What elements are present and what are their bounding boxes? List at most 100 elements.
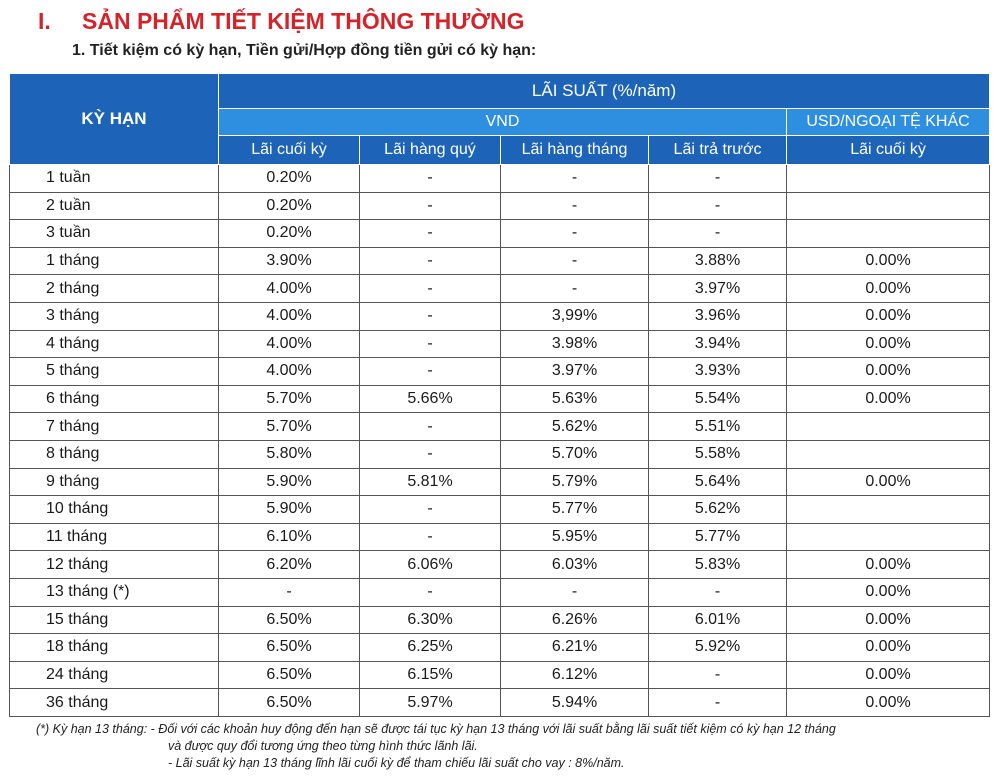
vnd-quarterly-cell: 5.66%: [359, 384, 501, 414]
vnd-quarterly-cell: -: [359, 191, 501, 221]
usd-end-cell: 0.00%: [785, 467, 991, 497]
table-row: 9 tháng 5.90% 5.81% 5.79% 5.64% 0.00%: [9, 467, 991, 497]
vnd-prepaid-cell: 5.64%: [648, 467, 787, 497]
subsection-title: 1. Tiết kiệm có kỳ hạn, Tiền gửi/Hợp đồn…: [72, 42, 537, 59]
vnd-quarterly-cell: -: [359, 219, 501, 248]
table-row: 7 tháng 5.70% -5.62% 5.51%: [9, 412, 991, 441]
vnd-end-cell: 5.90%: [218, 495, 360, 524]
col-header-vnd-end: Lãi cuối kỳ: [218, 135, 360, 165]
vnd-end-cell: 0.20%: [218, 219, 360, 248]
vnd-prepaid-cell: -: [648, 577, 787, 607]
table-row: 15 tháng 6.50% 6.30% 6.26% 6.01% 0.00%: [9, 605, 991, 635]
usd-end-cell: [785, 439, 991, 469]
vnd-monthly-cell: -: [500, 246, 649, 276]
vnd-end-cell: 4.00%: [218, 274, 360, 303]
term-cell: 3 tuần: [9, 219, 219, 248]
vnd-quarterly-cell: -: [359, 357, 501, 386]
vnd-end-cell: 6.50%: [218, 688, 360, 717]
vnd-quarterly-cell: -: [359, 274, 501, 303]
vnd-end-cell: 6.50%: [218, 660, 360, 690]
vnd-quarterly-cell: -: [359, 301, 501, 331]
col-header-vnd-monthly: Lãi hàng tháng: [500, 135, 649, 165]
vnd-end-cell: -: [218, 577, 360, 607]
term-cell: 1 tháng: [9, 246, 219, 276]
table-row: 1 tuần 0.20% - - -: [9, 164, 991, 193]
col-header-usd-end: Lãi cuối kỳ: [785, 135, 991, 165]
vnd-monthly-cell: -: [500, 577, 649, 607]
vnd-monthly-cell: 3,99%: [500, 301, 649, 331]
vnd-end-cell: 4.00%: [218, 357, 360, 386]
table-row: 2 tháng 4.00% - -3.97% 0.00%: [9, 274, 991, 303]
vnd-quarterly-cell: 6.30%: [359, 605, 501, 635]
term-cell: 4 tháng: [9, 329, 219, 359]
vnd-end-cell: 0.20%: [218, 191, 360, 221]
vnd-quarterly-cell: 6.25%: [359, 633, 501, 662]
table-row: 6 tháng 5.70% 5.66% 5.63% 5.54% 0.00%: [9, 384, 991, 414]
vnd-quarterly-cell: -: [359, 577, 501, 607]
vnd-monthly-cell: 6.03%: [500, 550, 649, 579]
vnd-monthly-cell: 5.70%: [500, 439, 649, 469]
vnd-prepaid-cell: 5.92%: [648, 633, 787, 662]
vnd-quarterly-cell: -: [359, 439, 501, 469]
vnd-quarterly-cell: -: [359, 412, 501, 441]
table-row: 5 tháng 4.00% -3.97% 3.93% 0.00%: [9, 357, 991, 386]
vnd-prepaid-cell: 3.94%: [648, 329, 787, 359]
vnd-monthly-cell: -: [500, 219, 649, 248]
footnote: (*) Kỳ hạn 13 tháng: - Đối với các khoản…: [36, 721, 836, 772]
table-row: 36 tháng 6.50% 5.97% 5.94% -0.00%: [9, 688, 991, 717]
table-row: 2 tuần 0.20% - - -: [9, 191, 991, 221]
vnd-prepaid-cell: 3.93%: [648, 357, 787, 386]
vnd-end-cell: 6.10%: [218, 522, 360, 552]
term-cell: 6 tháng: [9, 384, 219, 414]
usd-end-cell: [785, 522, 991, 552]
footnote-line-3: - Lãi suất kỳ hạn 13 tháng lĩnh lãi cuối…: [168, 756, 625, 770]
usd-end-cell: 0.00%: [785, 329, 991, 359]
table-row: 18 tháng 6.50% 6.25% 6.21% 5.92% 0.00%: [9, 633, 991, 662]
vnd-quarterly-cell: 5.97%: [359, 688, 501, 717]
term-header: KỲ HẠN: [9, 73, 219, 165]
vnd-monthly-cell: 6.21%: [500, 633, 649, 662]
vnd-prepaid-cell: 5.54%: [648, 384, 787, 414]
vnd-end-cell: 4.00%: [218, 301, 360, 331]
vnd-quarterly-cell: 5.81%: [359, 467, 501, 497]
section-title: I. SẢN PHẨM TIẾT KIỆM THÔNG THƯỜNG: [38, 8, 524, 35]
usd-header: USD/NGOẠI TỆ KHÁC: [785, 108, 991, 136]
usd-end-cell: 0.00%: [785, 357, 991, 386]
term-cell: 8 tháng: [9, 439, 219, 469]
vnd-end-cell: 5.90%: [218, 467, 360, 497]
usd-end-cell: 0.00%: [785, 688, 991, 717]
usd-end-cell: 0.00%: [785, 301, 991, 331]
term-cell: 15 tháng: [9, 605, 219, 635]
table-row: 4 tháng 4.00% -3.98% 3.94% 0.00%: [9, 329, 991, 359]
term-cell: 13 tháng (*): [9, 577, 219, 607]
rate-table-body: 1 tuần 0.20% - - -2 tuần 0.20% - - -3 tuần 0.20% -…: [9, 164, 991, 717]
vnd-prepaid-cell: 5.62%: [648, 495, 787, 524]
vnd-prepaid-cell: -: [648, 688, 787, 717]
usd-end-cell: [785, 219, 991, 248]
vnd-monthly-cell: 5.63%: [500, 384, 649, 414]
vnd-monthly-cell: 5.95%: [500, 522, 649, 552]
vnd-quarterly-cell: -: [359, 164, 501, 193]
rate-header: LÃI SUẤT (%/năm): [217, 73, 991, 109]
usd-end-cell: [785, 412, 991, 441]
vnd-quarterly-cell: -: [359, 522, 501, 552]
usd-end-cell: 0.00%: [785, 274, 991, 303]
vnd-monthly-cell: 3.97%: [500, 357, 649, 386]
usd-end-cell: 0.00%: [785, 660, 991, 690]
table-row: 3 tháng 4.00% -3,99% 3.96% 0.00%: [9, 301, 991, 331]
table-row: 24 tháng 6.50% 6.15% 6.12% -0.00%: [9, 660, 991, 690]
col-header-vnd-quarterly: Lãi hàng quý: [359, 135, 501, 165]
vnd-header: VND: [218, 108, 787, 136]
vnd-prepaid-cell: -: [648, 219, 787, 248]
usd-end-cell: 0.00%: [785, 246, 991, 276]
vnd-end-cell: 5.70%: [218, 412, 360, 441]
vnd-end-cell: 6.50%: [218, 605, 360, 635]
vnd-quarterly-cell: 6.15%: [359, 660, 501, 690]
term-cell: 24 tháng: [9, 660, 219, 690]
vnd-monthly-cell: 6.26%: [500, 605, 649, 635]
usd-end-cell: [785, 191, 991, 221]
term-cell: 3 tháng: [9, 301, 219, 331]
table-row: 12 tháng 6.20% 6.06% 6.03% 5.83% 0.00%: [9, 550, 991, 579]
usd-end-cell: 0.00%: [785, 577, 991, 607]
footnote-line-1: (*) Kỳ hạn 13 tháng: - Đối với các khoản…: [36, 722, 836, 736]
